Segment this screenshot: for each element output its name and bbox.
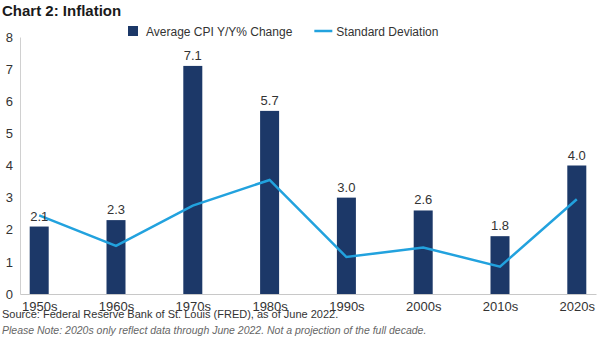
x-axis-line xyxy=(21,294,597,295)
title: Chart 2: Inflation xyxy=(2,2,121,19)
y-tick: 2 xyxy=(6,222,20,237)
data-label: 2.1 xyxy=(30,209,48,224)
chart: Chart 2: Inflation Average CPI Y/Y% Chang… xyxy=(0,0,600,353)
legend-label: Standard Deviation xyxy=(336,25,438,39)
x-tick: 2010s xyxy=(483,294,519,314)
y-tick-label: 0 xyxy=(6,287,13,302)
data-label: 1.8 xyxy=(491,218,509,233)
x-tick: 2000s xyxy=(406,294,442,314)
legend-swatch xyxy=(128,26,138,36)
plot-area xyxy=(30,66,587,294)
data-label: 2.6 xyxy=(414,192,432,207)
legend-swatch xyxy=(314,30,332,33)
bar xyxy=(260,111,279,294)
data-label: 3.0 xyxy=(337,180,355,195)
bar xyxy=(567,166,586,295)
annotation: Please Note: 2020s only reflect data thr… xyxy=(2,324,426,336)
y-tick: 5 xyxy=(6,126,20,141)
y-tick: 1 xyxy=(6,255,20,270)
data-label: 4.0 xyxy=(568,148,586,163)
data-label: 7.1 xyxy=(184,48,202,63)
annotation: Source: Federal Reserve Bank of St. Loui… xyxy=(2,308,338,320)
y-tick: 6 xyxy=(6,94,20,109)
x-tick-label: 2000s xyxy=(406,299,442,314)
y-axis-line xyxy=(20,38,21,295)
bar xyxy=(414,210,433,294)
line xyxy=(39,180,577,267)
y-tick: 3 xyxy=(6,190,20,205)
y-tick: 0 xyxy=(6,287,20,302)
y-tick-label: 1 xyxy=(6,255,13,270)
data-labels: 2.1 2.3 7.1 5.7 3.0 2.6 1.8 4.0 xyxy=(30,48,586,233)
bar xyxy=(337,198,356,294)
data-label: 2.3 xyxy=(107,202,125,217)
x-tick: 2020s xyxy=(560,294,596,314)
y-tick: 8 xyxy=(6,30,20,45)
y-tick: 7 xyxy=(6,62,20,77)
y-tick-label: 4 xyxy=(6,158,13,173)
bar xyxy=(107,220,126,294)
legend-item: Average CPI Y/Y% Change xyxy=(128,25,293,39)
legend-item: Standard Deviation xyxy=(314,25,438,39)
y-tick-label: 6 xyxy=(6,94,13,109)
y-tick-label: 2 xyxy=(6,222,13,237)
y-axis: 0 1 2 3 4 5 6 7 8 xyxy=(6,30,21,302)
y-tick: 4 xyxy=(6,158,20,173)
y-tick-label: 3 xyxy=(6,190,13,205)
data-label: 5.7 xyxy=(261,93,279,108)
x-tick-label: 2010s xyxy=(483,299,519,314)
legend-label: Average CPI Y/Y% Change xyxy=(146,25,293,39)
x-tick-label: 2020s xyxy=(560,299,596,314)
legend: Average CPI Y/Y% Change Standard Deviatio… xyxy=(128,25,438,39)
bar xyxy=(183,66,202,294)
y-tick-label: 5 xyxy=(6,126,13,141)
y-tick-label: 8 xyxy=(6,30,13,45)
bar xyxy=(30,227,49,294)
y-tick-label: 7 xyxy=(6,62,13,77)
